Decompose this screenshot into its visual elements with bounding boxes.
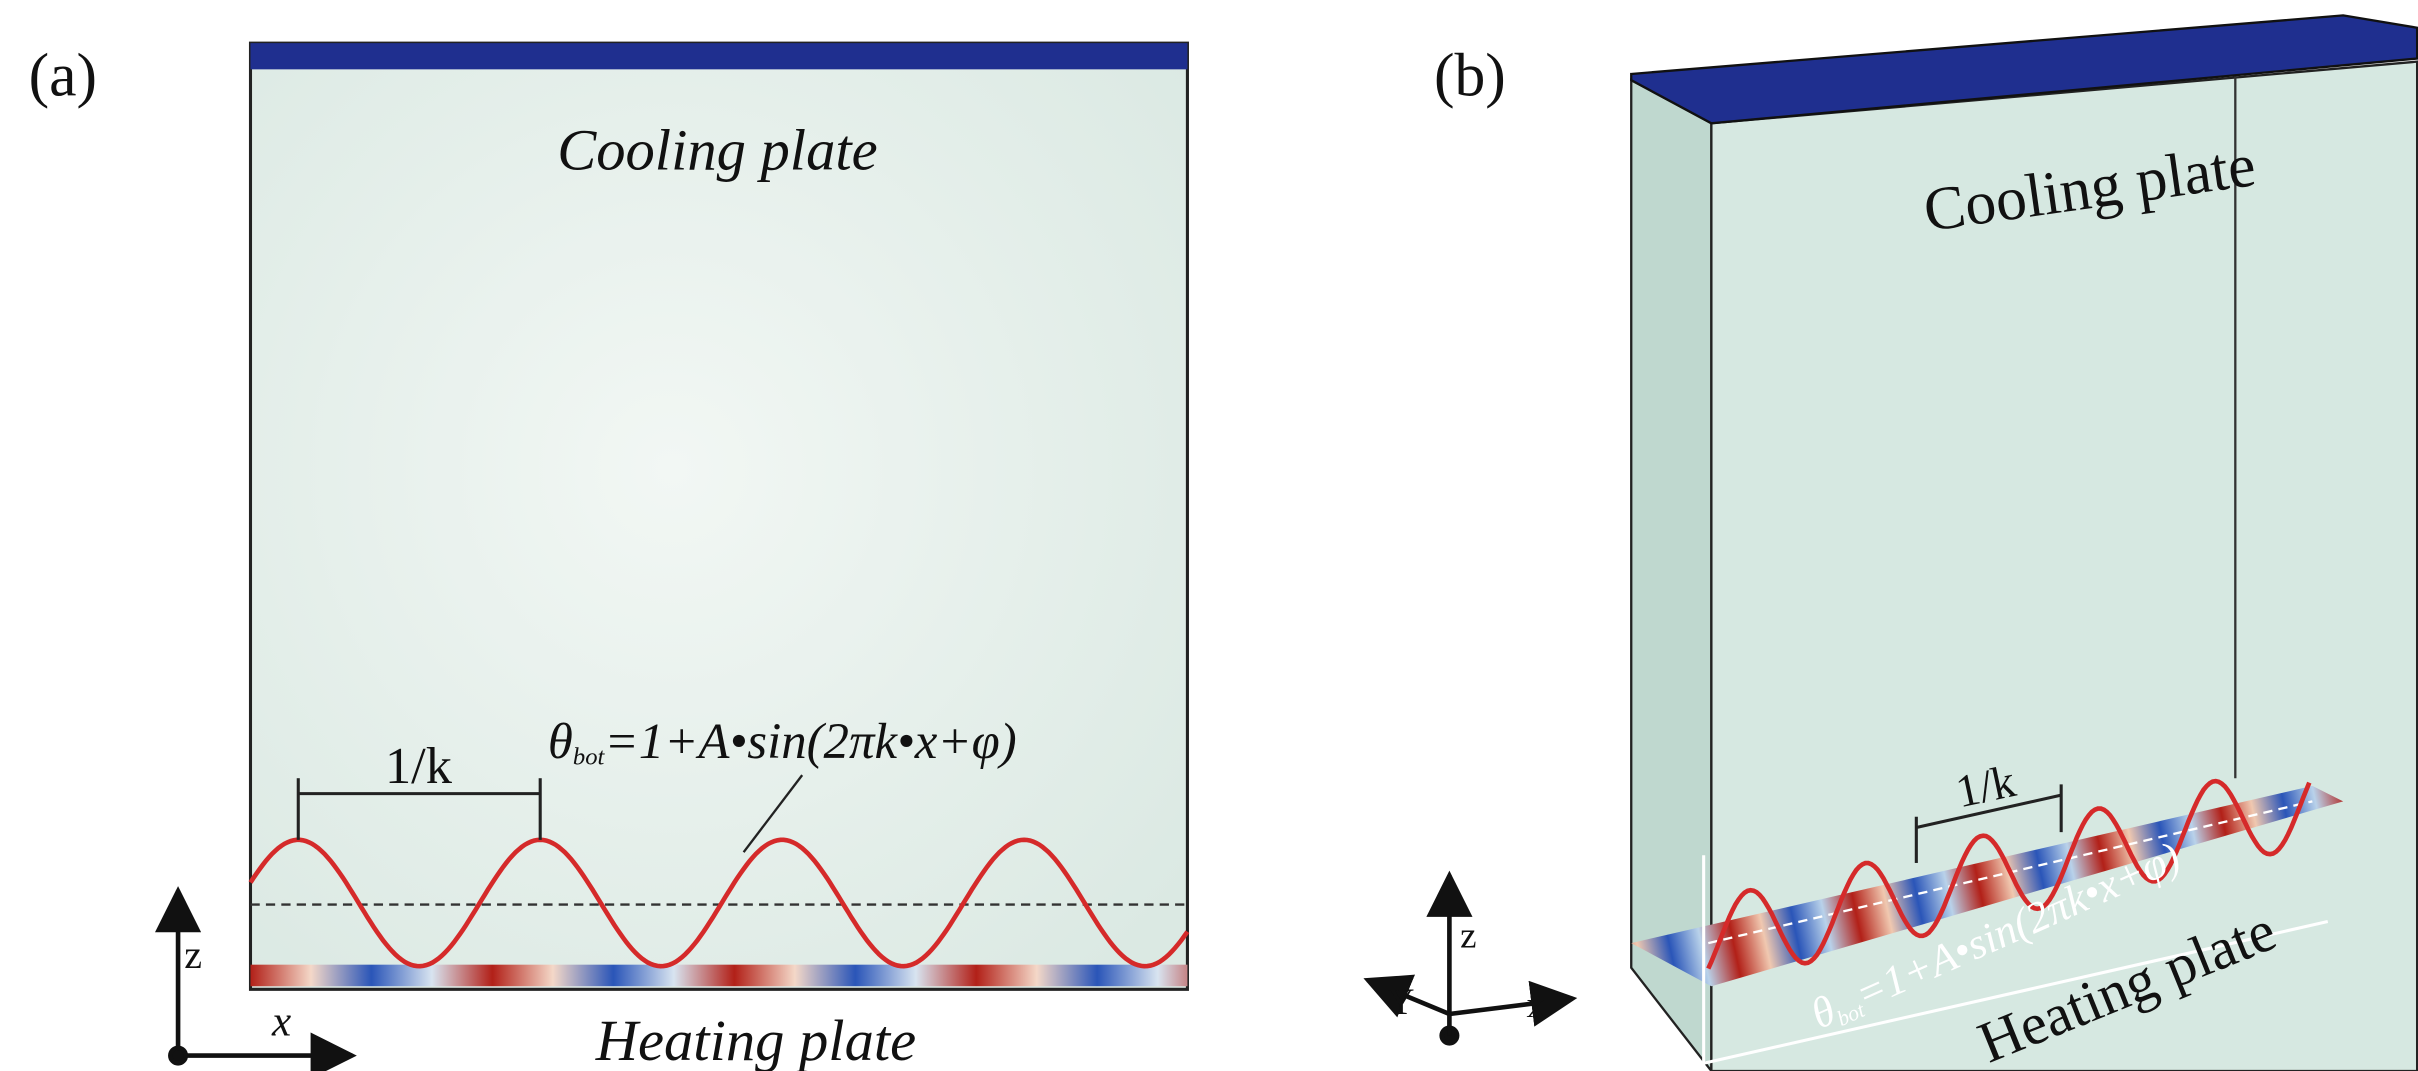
- panel-a: (a) Cooling plate 1/k θbot=1+A•sin(2πk•x…: [29, 42, 1188, 1071]
- panel-b: (b) 1/k θbot=1+A•sin(2πk•x+φ) Cooling pl…: [1368, 15, 2417, 1071]
- formula: θbot=1+A•sin(2πk•x+φ): [548, 713, 1017, 770]
- cooling-label: Cooling plate: [557, 118, 877, 183]
- heating-label: Heating plate: [595, 1008, 916, 1071]
- axis-x: x: [1526, 984, 1545, 1025]
- panel-label: (b): [1434, 42, 1506, 110]
- domain-box: [250, 43, 1187, 989]
- side-face: [1631, 80, 1711, 1071]
- heating-stripe: [250, 965, 1187, 987]
- axis-z: z: [184, 932, 202, 977]
- axis-y: Y: [1388, 981, 1415, 1022]
- figure: (a) Cooling plate 1/k θbot=1+A•sin(2πk•x…: [0, 0, 2418, 1071]
- cooling-bar: [250, 43, 1187, 69]
- wavelength-label: 1/k: [385, 737, 453, 795]
- axis-x: x: [271, 999, 291, 1046]
- panel-label: (a): [29, 42, 97, 110]
- axis-z: z: [1460, 915, 1476, 956]
